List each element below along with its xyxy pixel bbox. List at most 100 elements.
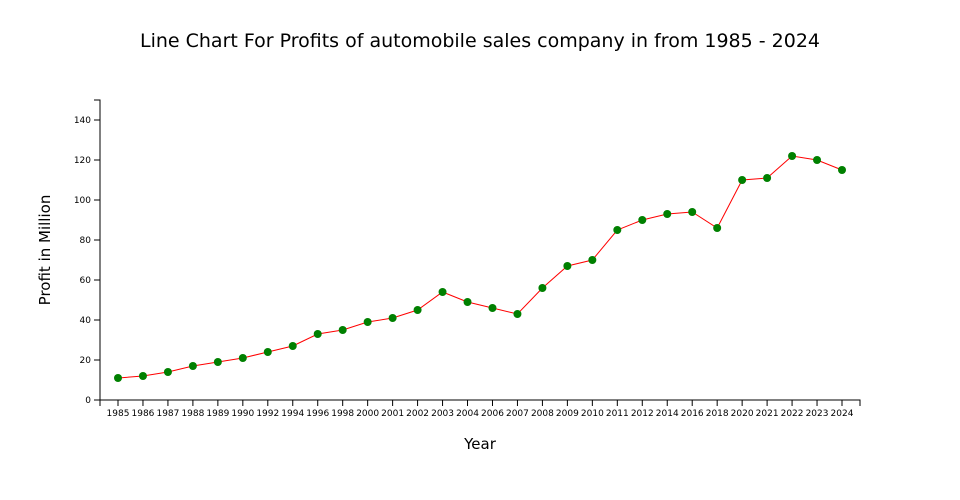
y-tick: 40 [80, 316, 100, 326]
x-tick: 2003 [431, 400, 454, 419]
data-point [563, 262, 572, 270]
x-tick-label: 2014 [656, 409, 679, 419]
data-point [138, 372, 147, 380]
data-point [613, 226, 622, 234]
x-tick: 2024 [831, 400, 854, 419]
data-point [713, 224, 722, 232]
y-tick-label: 60 [80, 276, 92, 286]
y-tick: 60 [80, 276, 100, 286]
x-tick: 2020 [731, 400, 754, 419]
x-tick: 2004 [456, 400, 479, 419]
data-point [413, 306, 422, 314]
x-tick: 2000 [356, 400, 379, 419]
y-tick: 100 [74, 196, 100, 206]
x-tick-label: 2020 [731, 409, 754, 419]
x-tick-label: 1989 [206, 409, 229, 419]
x-tick: 1989 [206, 400, 230, 419]
x-tick-label: 1987 [156, 409, 179, 419]
y-tick: 20 [80, 356, 100, 366]
x-tick: 2009 [556, 400, 579, 419]
x-tick: 1987 [156, 400, 179, 419]
data-point [238, 354, 247, 362]
x-tick: 1998 [331, 400, 354, 419]
data-point [263, 348, 272, 356]
data-point [488, 304, 497, 312]
x-tick: 2021 [756, 400, 779, 419]
x-tick: 1992 [256, 400, 279, 419]
data-point [338, 326, 347, 334]
data-point [363, 318, 372, 326]
y-tick: 140 [74, 116, 100, 126]
x-tick-label: 2008 [531, 409, 554, 419]
x-tick-label: 2000 [356, 409, 379, 419]
x-tick-label: 1994 [281, 409, 304, 419]
x-tick-label: 1988 [181, 409, 204, 419]
x-tick: 2010 [581, 400, 604, 419]
x-tick-label: 2016 [681, 409, 704, 419]
x-tick-label: 2022 [781, 409, 804, 419]
y-tick-label: 120 [74, 156, 91, 166]
y-tick-label: 0 [85, 396, 91, 406]
y-tick-label: 80 [80, 236, 92, 246]
x-tick: 2022 [781, 400, 804, 419]
x-tick-label: 2002 [406, 409, 429, 419]
x-tick-label: 2009 [556, 409, 579, 419]
data-point [688, 208, 697, 216]
data-point [663, 210, 672, 218]
data-point [813, 156, 822, 164]
x-tick-label: 2007 [506, 409, 529, 419]
data-point [388, 314, 397, 322]
chart-title: Line Chart For Profits of automobile sal… [139, 30, 821, 52]
x-tick-label: 2018 [706, 409, 729, 419]
data-point [538, 284, 547, 292]
data-point [838, 166, 846, 174]
x-tick-label: 2023 [806, 409, 829, 419]
series-line [117, 155, 843, 379]
x-tick-label: 1986 [132, 409, 155, 419]
x-tick: 1986 [132, 400, 155, 419]
x-tick-label: 2003 [431, 409, 454, 419]
x-tick: 2023 [806, 400, 829, 419]
x-tick: 2018 [706, 400, 729, 419]
data-point [213, 358, 222, 366]
x-axis-line [99, 399, 861, 406]
data-point [438, 288, 447, 296]
data-point [763, 174, 772, 182]
y-axis-line [94, 99, 101, 401]
x-tick-label: 1990 [231, 409, 254, 419]
data-point [163, 368, 172, 376]
x-axis-label: Year [463, 435, 497, 453]
x-tick: 2012 [631, 400, 654, 419]
x-tick: 2001 [381, 400, 404, 419]
x-tick: 1985 [107, 400, 130, 419]
x-tick: 2007 [506, 400, 529, 419]
data-point [513, 310, 522, 318]
x-tick: 1994 [281, 400, 304, 419]
x-tick-label: 1998 [331, 409, 354, 419]
y-axis-label: Profit in Million [36, 195, 54, 306]
x-tick-label: 1996 [306, 409, 329, 419]
y-tick-label: 140 [74, 116, 91, 126]
data-point [463, 298, 472, 306]
data-point [313, 330, 322, 338]
data-point [738, 176, 747, 184]
x-tick: 1990 [231, 400, 255, 419]
x-tick: 1988 [181, 400, 205, 419]
x-tick-label: 2006 [481, 409, 504, 419]
x-tick: 2014 [656, 400, 679, 419]
x-tick-label: 1985 [107, 409, 130, 419]
x-tick-label: 2021 [756, 409, 779, 419]
data-point [638, 216, 647, 224]
x-tick: 2011 [606, 400, 629, 419]
x-tick: 2002 [406, 400, 429, 419]
x-tick: 2008 [531, 400, 554, 419]
y-tick-label: 40 [80, 316, 92, 326]
x-tick: 2016 [681, 400, 704, 419]
data-point [188, 362, 197, 370]
x-tick-label: 2012 [631, 409, 654, 419]
y-axis: 0 20 40 60 80 100 120 140 [74, 99, 101, 406]
y-tick: 80 [80, 236, 100, 246]
data-point [588, 256, 597, 264]
plot-area [114, 152, 846, 382]
